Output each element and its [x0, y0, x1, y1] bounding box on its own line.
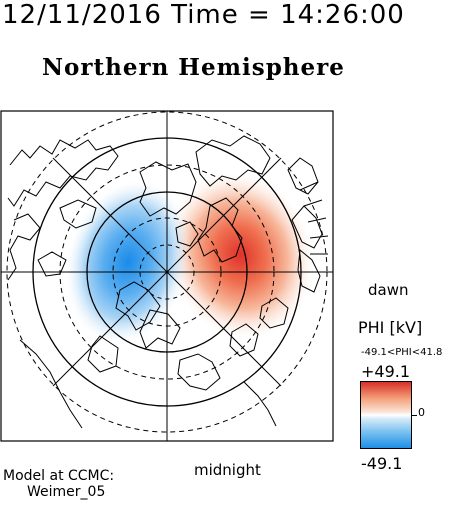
midnight-label: midnight [194, 461, 261, 479]
colorbar-range: -49.1<PHI<41.8 [361, 347, 443, 358]
colorbar-title: PHI [kV] [358, 318, 423, 337]
model-credit: Model at CCMC: Weimer_05 [3, 468, 114, 500]
meridian-lines [1, 111, 333, 441]
model-credit-line1: Model at CCMC: [3, 468, 115, 484]
coastlines [7, 135, 323, 429]
dawn-label: dawn [368, 281, 409, 299]
colorbar-zero-label: 0 [418, 406, 425, 419]
colorbar-max-label: +49.1 [361, 362, 411, 381]
colorbar-zero-tick [412, 415, 417, 416]
colorbar-min-label: -49.1 [361, 454, 403, 473]
hemisphere-title: Northern Hemisphere [42, 54, 345, 81]
timestamp: 12/11/2016 Time = 14:26:00 [2, 0, 405, 30]
graticule-ticks [299, 181, 329, 255]
polar-potential-map [0, 110, 334, 442]
positive-potential-cell [166, 172, 314, 338]
negative-potential-cell [66, 181, 190, 343]
model-credit-line2: Weimer_05 [27, 484, 106, 500]
colorbar [360, 381, 412, 449]
